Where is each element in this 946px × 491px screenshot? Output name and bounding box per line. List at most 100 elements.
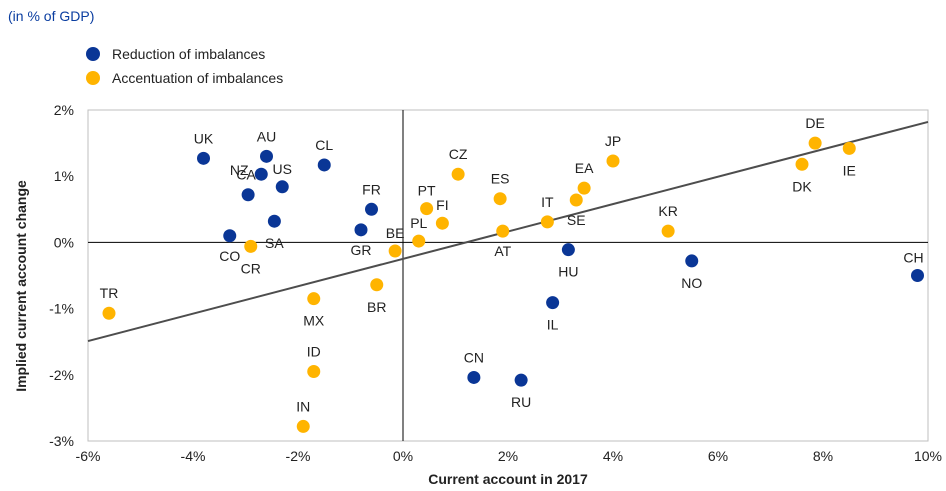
- point-label-cz: CZ: [449, 146, 468, 162]
- data-point-uk: [197, 151, 210, 165]
- point-label-be: BE: [386, 225, 405, 241]
- x-tick-label: 8%: [813, 448, 833, 464]
- point-label-gr: GR: [351, 242, 372, 258]
- data-point-br: [370, 278, 384, 292]
- point-label-no: NO: [681, 275, 702, 291]
- data-point-it: [540, 215, 554, 229]
- y-tick-label: 2%: [54, 102, 74, 118]
- point-label-cr: CR: [241, 260, 261, 276]
- x-tick-label: 2%: [498, 448, 518, 464]
- legend-label-accentuation: Accentuation of imbalances: [112, 70, 284, 86]
- data-point-cz: [451, 167, 465, 181]
- data-point-sa: [267, 214, 281, 228]
- legend-marker-reduction: [86, 47, 100, 61]
- point-label-ch: CH: [903, 250, 923, 266]
- point-label-pt: PT: [418, 183, 436, 199]
- data-point-fi: [435, 216, 449, 230]
- data-point-ru: [514, 373, 528, 387]
- data-point-ea: [577, 181, 591, 195]
- data-point-be: [388, 244, 402, 258]
- point-label-co: CO: [219, 248, 240, 264]
- point-label-fi: FI: [436, 197, 448, 213]
- y-tick-label: 0%: [54, 234, 74, 250]
- plot-area-border: [87, 109, 929, 442]
- data-point-at: [496, 224, 510, 238]
- point-label-se: SE: [567, 212, 586, 228]
- data-point-kr: [661, 224, 675, 238]
- x-tick-label: -2%: [286, 448, 311, 464]
- data-point-nz: [254, 167, 268, 181]
- x-tick-label: -6%: [76, 448, 101, 464]
- data-point-au: [260, 149, 273, 163]
- x-axis-title: Current account in 2017: [428, 471, 588, 487]
- y-tick-label: -2%: [49, 367, 74, 383]
- axes: -6% -4% -2% 0% 2% 4% 6% 8% 10% -3% -2% -1% 0% 1% 2%: [49, 102, 942, 464]
- data-point-cl: [317, 158, 331, 172]
- point-label-kr: KR: [658, 203, 677, 219]
- point-label-cn: CN: [464, 349, 484, 365]
- point-label-cl: CL: [315, 137, 333, 153]
- y-tick-label: -3%: [49, 433, 74, 449]
- data-point-es: [493, 192, 507, 206]
- data-point-ca: [241, 188, 255, 202]
- data-point-jp: [606, 154, 620, 168]
- legend-marker-accentuation: [86, 71, 100, 85]
- data-point-hu: [561, 243, 575, 257]
- point-label-fr: FR: [362, 181, 381, 197]
- point-label-ca: CA: [236, 167, 256, 183]
- point-label-mx: MX: [303, 313, 325, 329]
- point-label-ea: EA: [575, 160, 594, 176]
- point-label-at: AT: [494, 243, 511, 259]
- data-point-tr: [102, 306, 116, 320]
- data-point-ch: [911, 269, 924, 282]
- chart-subtitle: (in % of GDP): [8, 8, 95, 24]
- point-labels: UK AU NZ US CL CA SA CO FR GR HU NO CH IL CN RU TR CR MX ID…: [100, 115, 924, 414]
- legend-label-reduction: Reduction of imbalances: [112, 46, 266, 62]
- x-tick-label: 6%: [708, 448, 728, 464]
- y-tick-label: 1%: [54, 168, 74, 184]
- y-axis-title: Implied current account change: [13, 180, 29, 392]
- point-label-jp: JP: [605, 133, 621, 149]
- legend-item-reduction: Reduction of imbalances: [86, 42, 283, 66]
- point-label-il: IL: [547, 317, 559, 333]
- data-points: [102, 136, 924, 433]
- x-tick-label: 0%: [393, 448, 413, 464]
- data-point-dk: [795, 157, 809, 171]
- y-tick-label: -1%: [49, 301, 74, 317]
- point-label-pl: PL: [410, 215, 427, 231]
- point-label-hu: HU: [558, 264, 578, 280]
- data-point-cn: [467, 370, 481, 384]
- data-point-no: [685, 254, 699, 268]
- data-point-co: [223, 229, 237, 243]
- data-point-se: [569, 193, 583, 207]
- point-label-de: DE: [805, 115, 824, 131]
- point-label-au: AU: [257, 128, 276, 144]
- data-point-il: [546, 296, 560, 310]
- point-label-ie: IE: [843, 162, 856, 178]
- data-point-ie: [842, 141, 856, 155]
- point-label-it: IT: [541, 194, 554, 210]
- point-label-in: IN: [296, 398, 310, 414]
- data-point-pt: [420, 202, 434, 216]
- data-point-id: [307, 364, 321, 378]
- data-point-fr: [365, 202, 378, 216]
- point-label-id: ID: [307, 343, 321, 359]
- point-label-br: BR: [367, 299, 386, 315]
- chart-legend: Reduction of imbalances Accentuation of …: [86, 42, 283, 90]
- point-label-nz: NZ: [230, 162, 249, 178]
- x-tick-label: -4%: [181, 448, 206, 464]
- data-point-us: [275, 180, 289, 194]
- data-point-mx: [307, 292, 321, 306]
- data-point-cr: [244, 239, 258, 253]
- point-label-sa: SA: [265, 235, 284, 251]
- point-label-tr: TR: [100, 285, 119, 301]
- data-point-in: [296, 419, 310, 433]
- point-label-dk: DK: [792, 178, 812, 194]
- point-label-uk: UK: [194, 130, 214, 146]
- data-point-de: [808, 136, 822, 150]
- x-tick-label: 10%: [914, 448, 942, 464]
- point-label-us: US: [273, 161, 292, 177]
- data-point-gr: [354, 223, 368, 237]
- legend-item-accentuation: Accentuation of imbalances: [86, 66, 283, 90]
